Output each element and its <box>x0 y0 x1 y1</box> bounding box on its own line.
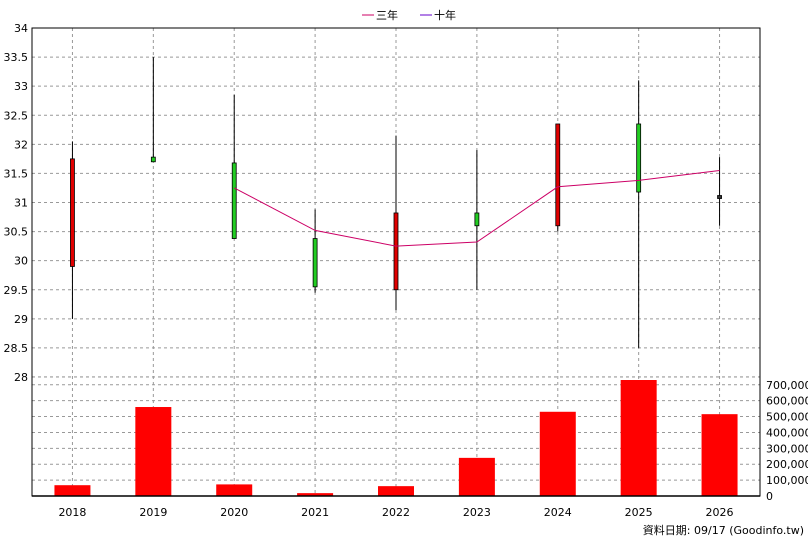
volume-tick-label: 0 <box>766 490 773 503</box>
x-tick-label: 2023 <box>463 506 491 519</box>
volume-bar <box>701 414 738 496</box>
y-tick-label: 29 <box>14 313 28 326</box>
y-tick-label: 34 <box>14 22 28 35</box>
y-tick-label: 31 <box>14 197 28 210</box>
volume-bar <box>458 457 495 496</box>
volume-bar <box>135 407 172 496</box>
candle-body <box>393 212 399 291</box>
volume-bar <box>54 485 91 496</box>
volume-tick-label: 700,000 <box>766 379 808 392</box>
y-tick-label: 28 <box>14 371 28 384</box>
x-tick-label: 2022 <box>382 506 410 519</box>
moving-average-lines <box>233 170 720 247</box>
y-tick-label: 30 <box>14 255 28 268</box>
candle-body <box>636 123 642 193</box>
y-axis-labels: 28 28.5 29 29.5 30 30.5 31 31.5 32 32.5 33 33.5 34 <box>4 22 29 384</box>
candle-body <box>231 162 237 239</box>
volume-bar <box>216 484 253 496</box>
y-tick-label: 33 <box>14 80 28 93</box>
volume-bar <box>378 486 414 496</box>
x-tick-label: 2019 <box>139 506 167 519</box>
volume-tick-label: 200,000 <box>766 458 808 471</box>
candle-body <box>555 123 561 227</box>
candle-body <box>70 158 75 267</box>
candle-body <box>717 195 722 199</box>
y-tick-label: 29.5 <box>4 284 29 297</box>
volume-tick-label: 600,000 <box>766 395 808 408</box>
candle-body <box>474 212 480 227</box>
volume-tick-label: 400,000 <box>766 426 808 439</box>
volume-bar <box>620 380 657 496</box>
x-tick-label: 2025 <box>625 506 653 519</box>
x-tick-label: 2020 <box>220 506 248 519</box>
volume-axis-labels: 0 100,000 200,000 300,000 400,000 500,000 600,… <box>766 379 808 503</box>
x-tick-label: 2024 <box>544 506 572 519</box>
volume-bars <box>54 380 738 496</box>
legend: 三年 十年 <box>362 8 456 22</box>
data-date-label: 資料日期: 09/17 (Goodinfo.tw) <box>642 524 804 537</box>
legend-label: 十年 <box>434 8 456 22</box>
y-tick-label: 33.5 <box>4 51 29 64</box>
x-tick-label: 2026 <box>706 506 734 519</box>
y-tick-label: 31.5 <box>4 167 29 180</box>
volume-tick-label: 100,000 <box>766 474 808 487</box>
candle-body <box>150 156 156 163</box>
plot-frame <box>31 27 761 497</box>
y-tick-label: 32 <box>14 138 28 151</box>
y-tick-label: 32.5 <box>4 109 29 122</box>
candle-body <box>312 238 318 288</box>
x-tick-label: 2018 <box>58 506 86 519</box>
series-line <box>233 170 720 247</box>
y-tick-label: 30.5 <box>4 226 29 239</box>
volume-tick-label: 500,000 <box>766 411 808 424</box>
price-candles <box>70 57 722 348</box>
volume-bar <box>539 411 576 496</box>
y-tick-label: 28.5 <box>4 342 29 355</box>
legend-label: 三年 <box>376 8 398 22</box>
x-tick-label: 2021 <box>301 506 329 519</box>
volume-bar <box>297 493 334 496</box>
x-axis-labels: 2018 2019 2020 2021 2022 2023 2024 2025 2026 <box>58 506 733 519</box>
volume-tick-label: 300,000 <box>766 442 808 455</box>
